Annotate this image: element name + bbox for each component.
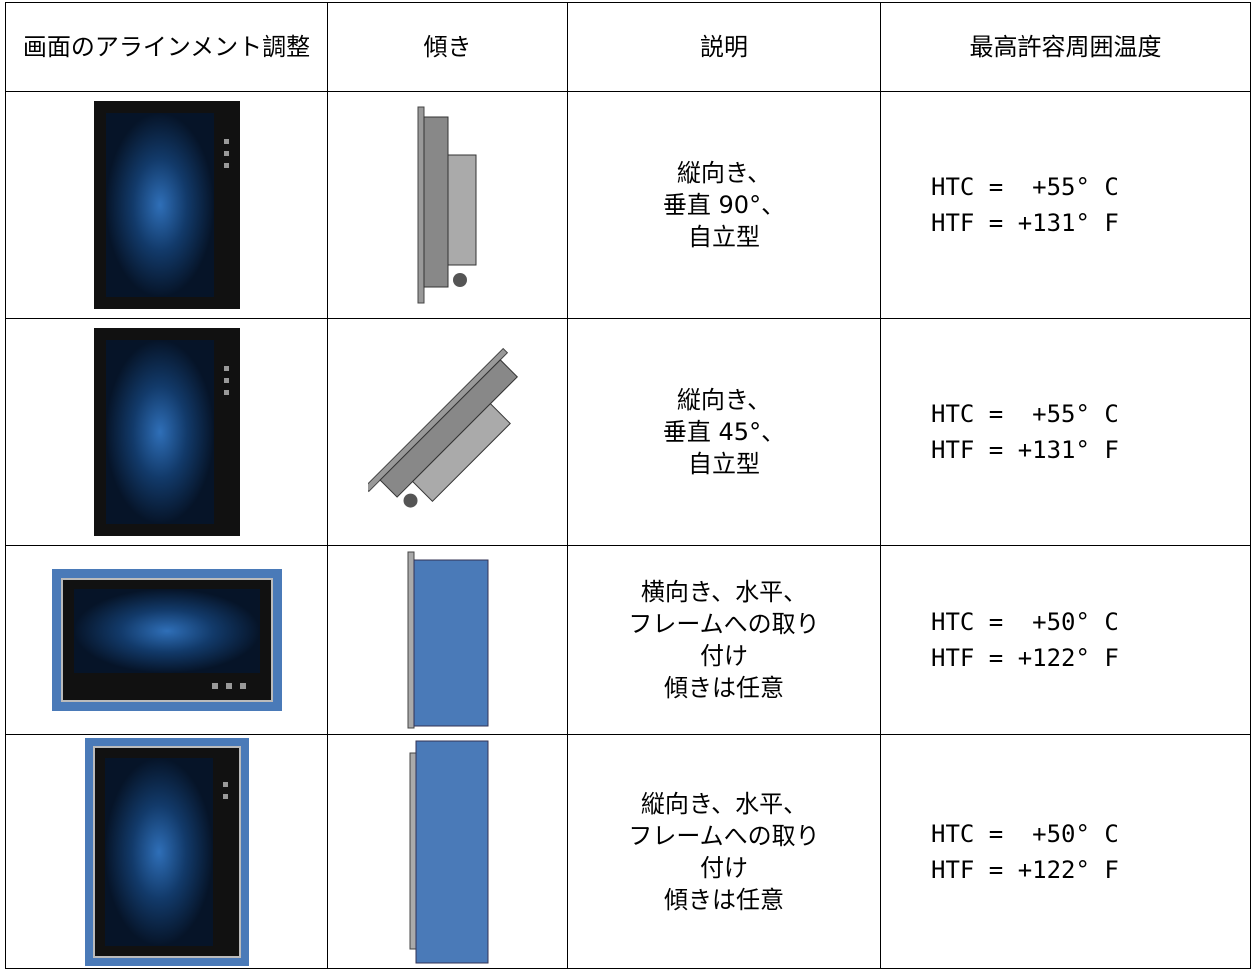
header-cell: 傾き (327, 2, 568, 92)
cell (327, 545, 568, 735)
cell (327, 734, 568, 969)
text: 縦向き、 (676, 386, 772, 414)
tilt-image (407, 551, 488, 729)
text: HTF = +131° F (931, 436, 1119, 464)
header-cell: 画面のアラインメント調整 (5, 2, 328, 92)
text: 垂直 45°、 (662, 418, 786, 446)
cell (327, 318, 568, 546)
row: 縦向き、垂直 45°、 自立型 HTC = +55° C HTF = +131° F (5, 318, 1251, 546)
text: HTC = +50° C (931, 819, 1119, 848)
row: 縦向き、垂直 90°、 自立型 HTC = +55° C HTF = +131° F (5, 91, 1251, 319)
cell (5, 545, 328, 735)
text: 付け (700, 853, 748, 882)
header-cell: 説明 (567, 2, 881, 92)
header: 画面のアラインメント調整 (22, 33, 311, 61)
text: HTF = +122° F (931, 644, 1119, 672)
cell (5, 734, 328, 969)
text: HTC = +55° C (931, 400, 1119, 428)
cell (5, 318, 328, 546)
table: 画面のアラインメント調整 傾き 説明 最高許容周囲温度 縦向き、 垂直 90°、自… (5, 2, 1251, 969)
text: HTF = +122° F (931, 855, 1119, 884)
panel-image (93, 101, 240, 309)
text: フレームへの取り (628, 821, 820, 850)
text: HTC = +55° C (931, 173, 1119, 201)
cell: HTC = +55° C HTF = +131° F (880, 91, 1251, 319)
text: 縦向き、 (676, 159, 772, 187)
cell: 縦向き、垂直 45°、 自立型 (567, 318, 881, 546)
row: 縦向き、水平、 フレームへの取り 付け傾きは任意 HTC = +50° C HTF =… (5, 734, 1251, 969)
tilt-image (367, 347, 518, 508)
cell: HTC = +55° C HTF = +131° F (880, 318, 1251, 546)
tilt-image (417, 106, 476, 304)
header: 最高許容周囲温度 (969, 33, 1162, 61)
panel-image (84, 737, 249, 966)
header-cell: 最高許容周囲温度 (880, 2, 1251, 92)
text: HTF = +131° F (931, 209, 1119, 237)
header-row: 画面のアラインメント調整 傾き 説明 最高許容周囲温度 (5, 2, 1251, 92)
cell (5, 91, 328, 319)
text: 自立型 (688, 450, 760, 478)
text: 傾きは任意 (664, 885, 784, 914)
text: 傾きは任意 (664, 674, 784, 702)
header: 傾き (423, 33, 472, 61)
cell: 縦向き、水平、 フレームへの取り 付け傾きは任意 (567, 734, 881, 969)
cell: HTC = +50° C HTF = +122° F (880, 545, 1251, 735)
cell (327, 91, 568, 319)
text: フレームへの取り (628, 610, 820, 638)
text: 縦向き、水平、 (640, 789, 808, 818)
tilt-image (409, 740, 488, 963)
panel-image (93, 328, 240, 536)
cell: 横向き、水平、 フレームへの取り 付け傾きは任意 (567, 545, 881, 735)
row: 横向き、水平、 フレームへの取り 付け傾きは任意 HTC = +50° C HTF =… (5, 545, 1251, 735)
text: 付け (700, 642, 748, 670)
text: HTC = +50° C (931, 608, 1119, 636)
cell: HTC = +50° C HTF = +122° F (880, 734, 1251, 969)
text: 自立型 (688, 223, 760, 251)
header: 説明 (700, 33, 748, 61)
text: 垂直 90°、 (662, 191, 786, 219)
cell: 縦向き、垂直 90°、 自立型 (567, 91, 881, 319)
text: 横向き、水平、 (640, 578, 808, 606)
panel-image (51, 569, 282, 711)
